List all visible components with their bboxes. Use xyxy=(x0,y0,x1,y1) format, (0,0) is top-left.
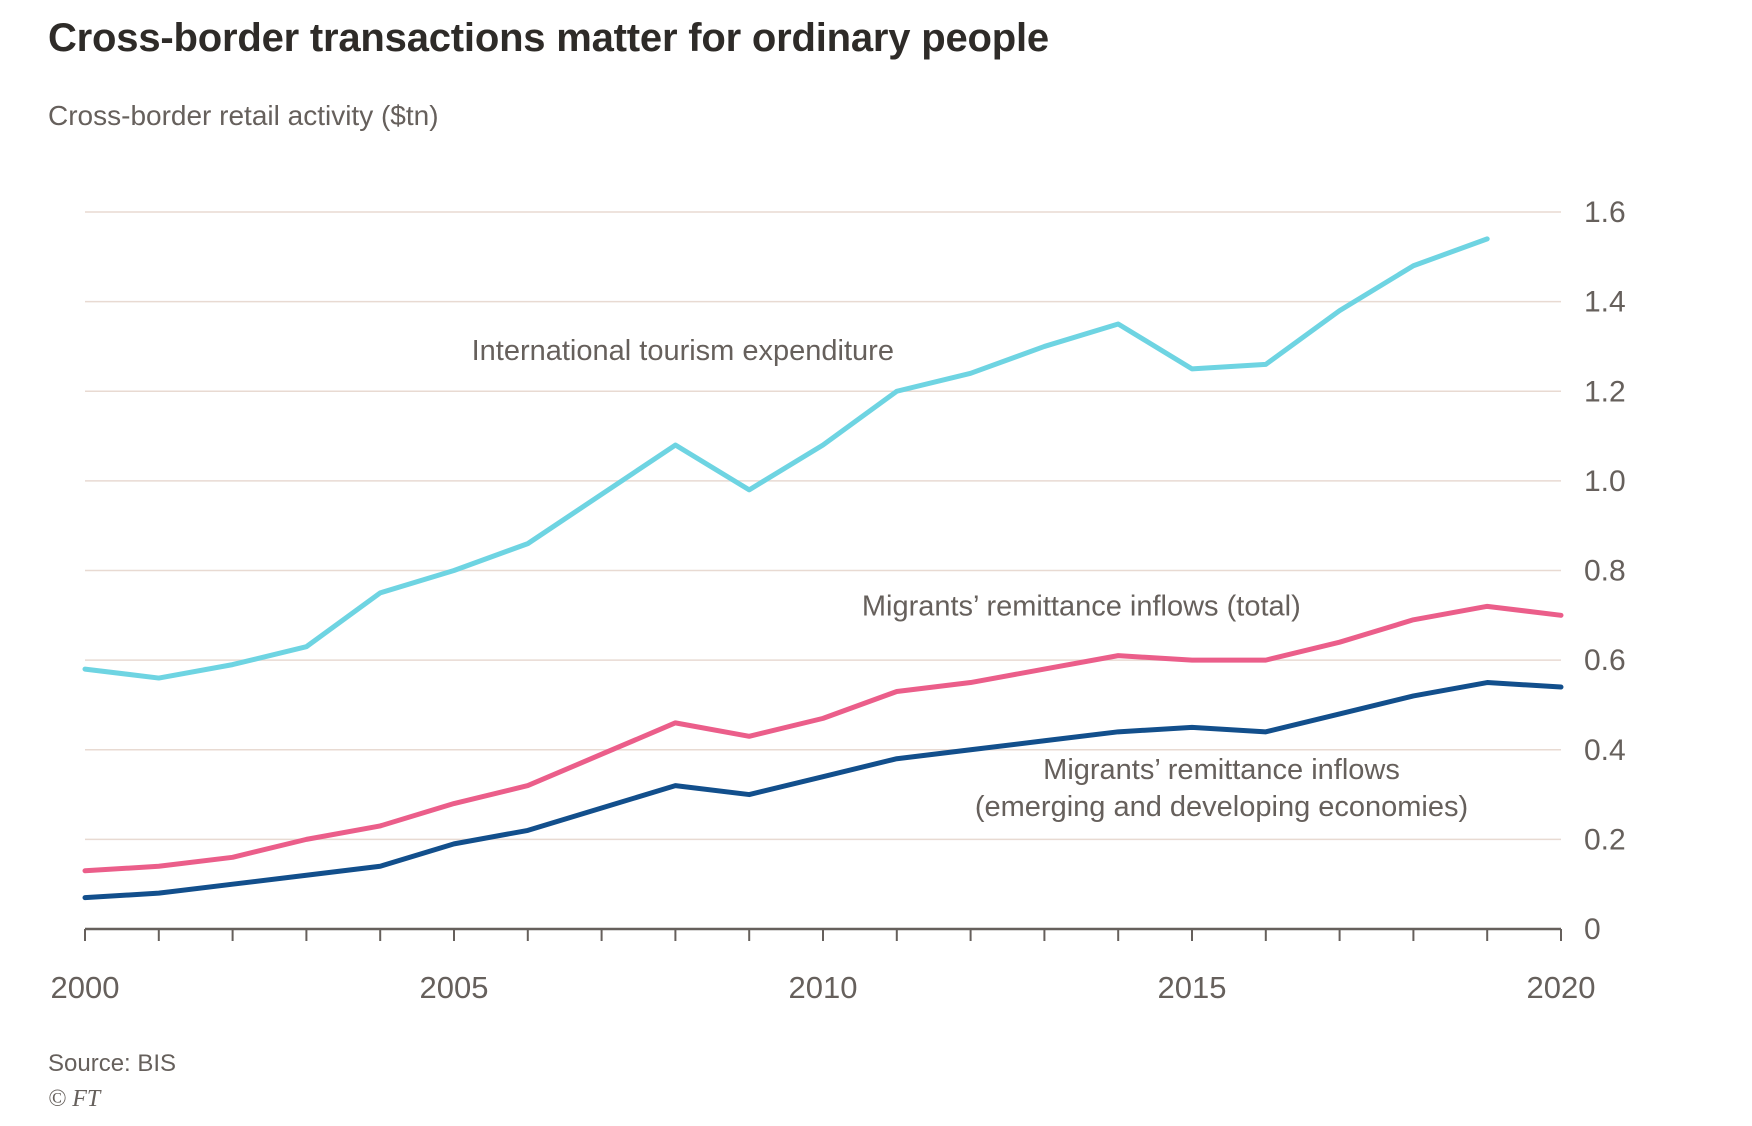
x-tick-label: 2010 xyxy=(789,970,858,1005)
ft-copyright: © FT xyxy=(48,1086,101,1112)
y-tick-label: 0.4 xyxy=(1584,734,1626,767)
x-tick-label: 2015 xyxy=(1158,970,1227,1005)
y-tick-label: 1.4 xyxy=(1584,286,1626,319)
series-line-0 xyxy=(82,236,1490,681)
series-annotation: Migrants’ remittance inflows (emerging an… xyxy=(975,754,1468,823)
y-tick-label: 0.8 xyxy=(1584,555,1626,588)
series-annotation: Migrants’ remittance inflows (total) xyxy=(862,590,1301,622)
chart-title: Cross-border transactions matter for ord… xyxy=(48,16,1049,60)
y-tick-label: 1.6 xyxy=(1584,196,1626,229)
series-line-2 xyxy=(82,680,1564,901)
series-line-1 xyxy=(82,603,1564,874)
y-tick-label: 1.2 xyxy=(1584,375,1626,408)
x-tick-label: 2020 xyxy=(1527,970,1596,1005)
x-tick-label: 2000 xyxy=(51,970,120,1005)
y-tick-label: 0 xyxy=(1584,913,1601,946)
series-annotation: International tourism expenditure xyxy=(472,335,894,367)
y-tick-label: 1.0 xyxy=(1584,465,1626,498)
y-tick-label: 0.2 xyxy=(1584,823,1626,856)
x-tick-label: 2005 xyxy=(420,970,489,1005)
y-tick-label: 0.6 xyxy=(1584,644,1626,677)
source-note: Source: BIS xyxy=(48,1050,177,1077)
chart-subtitle: Cross-border retail activity ($tn) xyxy=(48,100,439,131)
